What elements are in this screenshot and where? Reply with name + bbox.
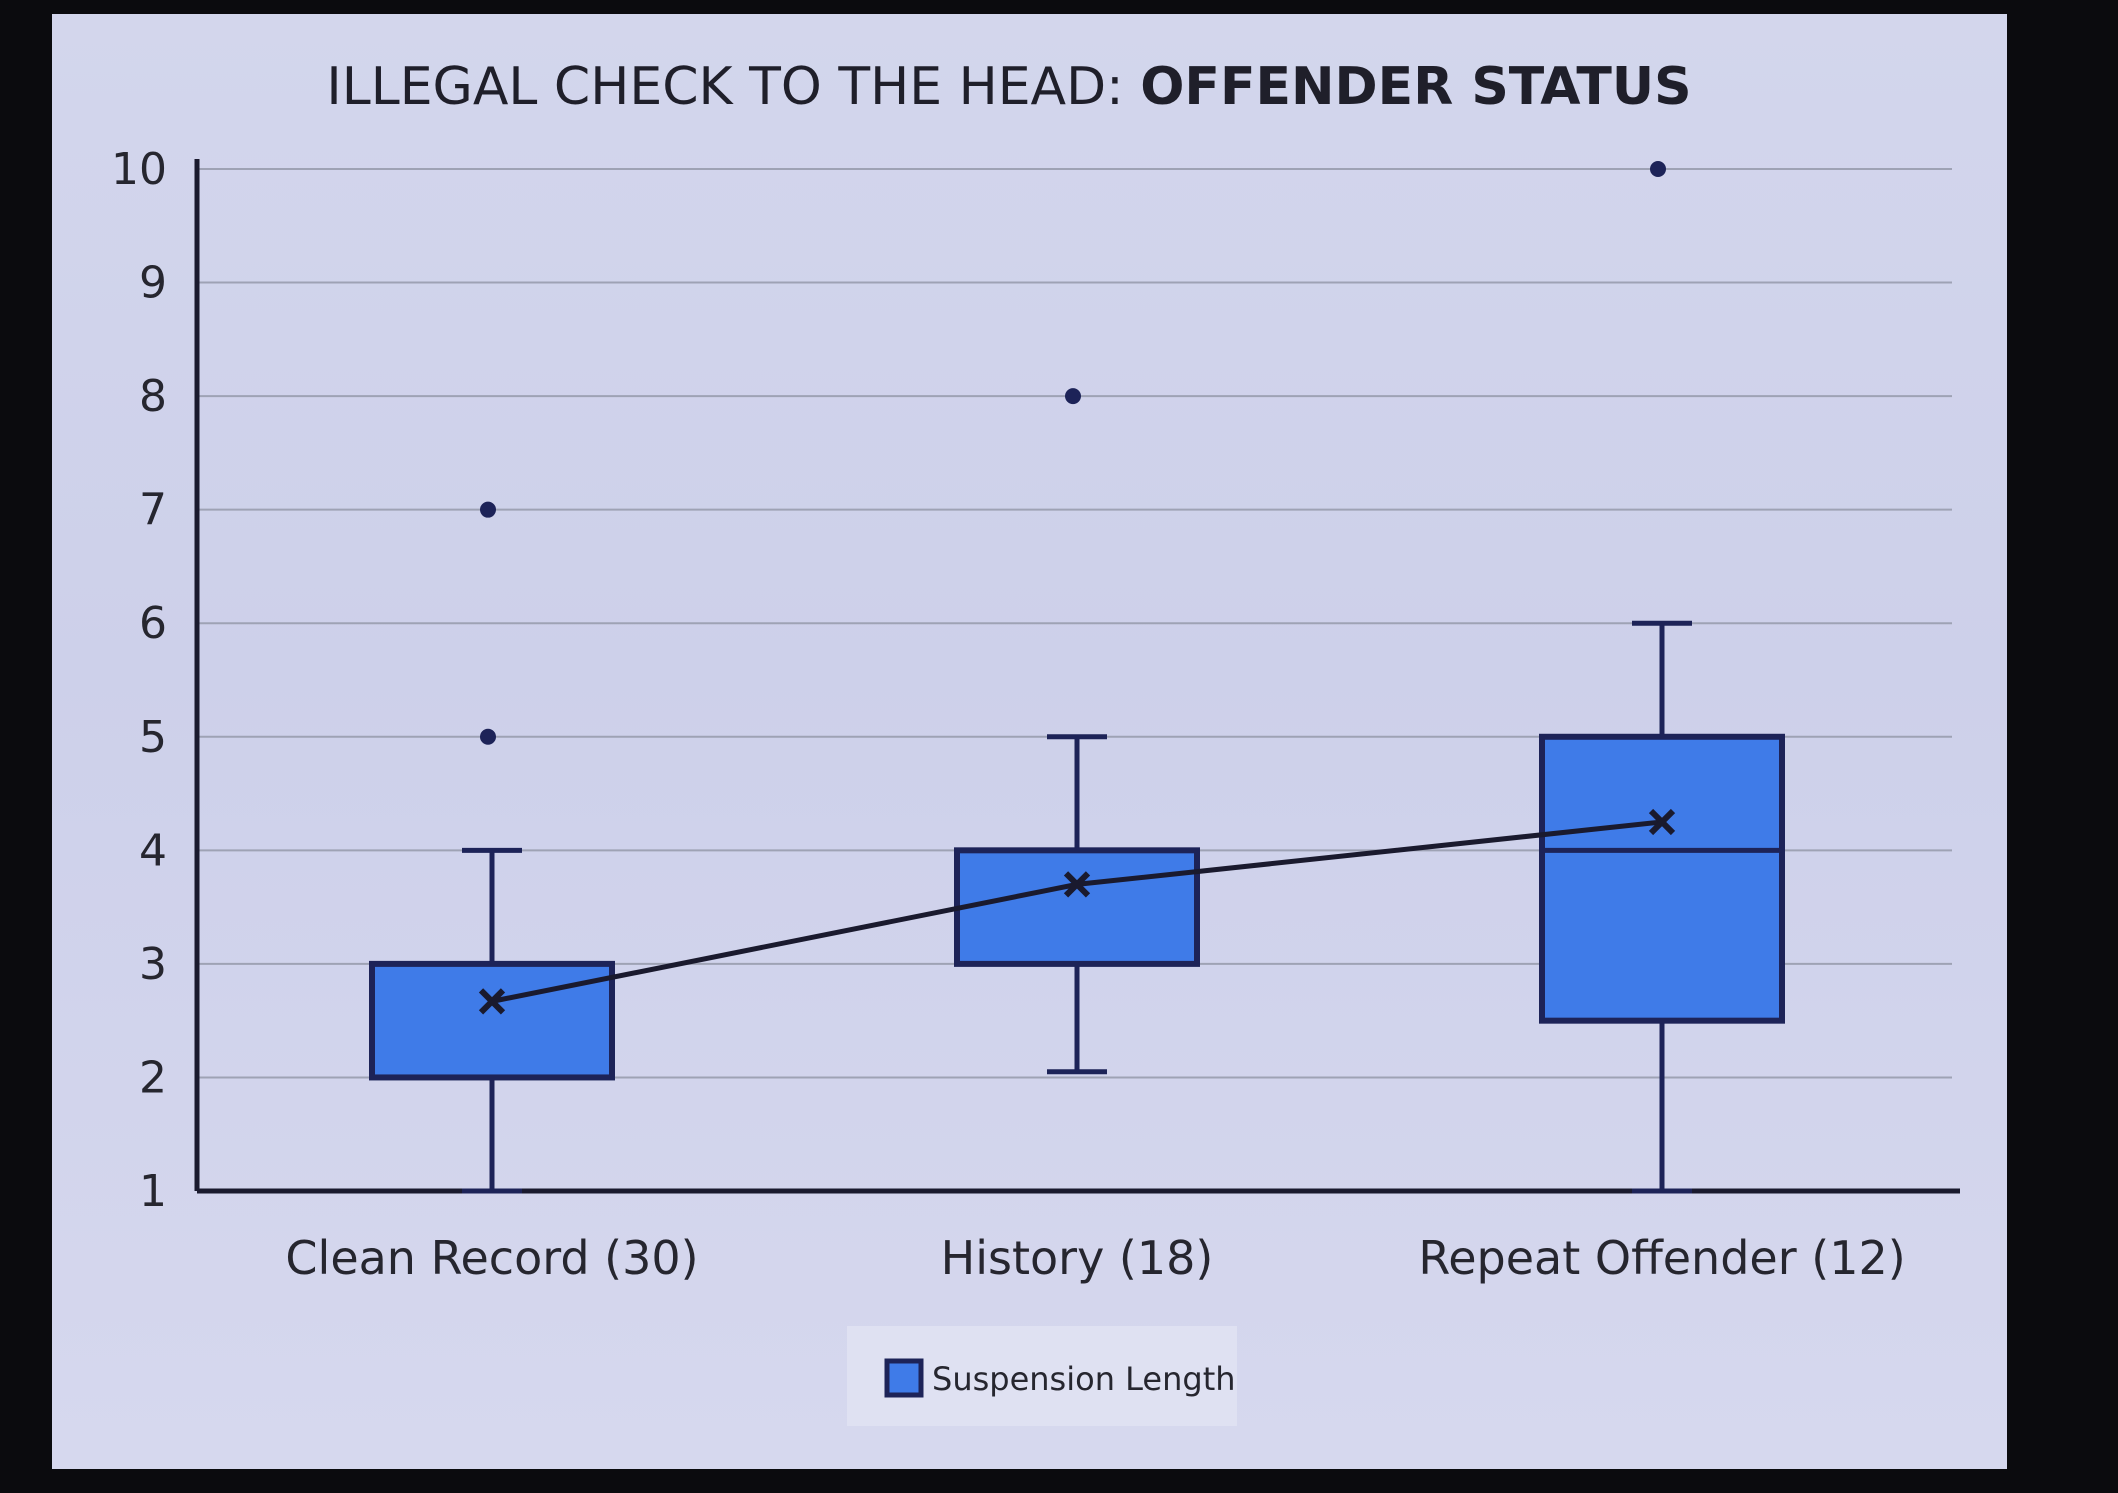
box bbox=[369, 960, 615, 1081]
y-tick-label: 7 bbox=[139, 485, 167, 536]
y-tick-label: 5 bbox=[139, 712, 167, 763]
legend: Suspension Length bbox=[847, 1326, 1237, 1426]
y-tick-label: 1 bbox=[139, 1166, 167, 1217]
chart-title: ILLEGAL CHECK TO THE HEAD: OFFENDER STAT… bbox=[326, 57, 1691, 117]
y-tick-label: 4 bbox=[139, 825, 167, 876]
outlier-point bbox=[1650, 161, 1666, 177]
mean-line-group bbox=[478, 808, 1676, 1015]
mean-marker bbox=[478, 988, 506, 1015]
legend-swatch bbox=[884, 1358, 924, 1398]
chart-title-bold: OFFENDER STATUS bbox=[1140, 57, 1691, 117]
y-tick-label: 10 bbox=[111, 144, 167, 195]
labels: 1 2 3 4 5 6 7 8 9 10 Clean Record (30) History (18)… bbox=[111, 144, 1906, 1285]
outlier-point bbox=[1065, 388, 1081, 405]
chart-slide: ILLEGAL CHECK TO THE HEAD: OFFENDER STAT… bbox=[52, 14, 2007, 1469]
outlier-point bbox=[480, 728, 496, 745]
category-label: Repeat Offender (12) bbox=[1418, 1231, 1905, 1285]
y-tick-label: 8 bbox=[139, 371, 167, 422]
y-tick-label: 2 bbox=[139, 1052, 167, 1103]
outlier-point bbox=[480, 501, 496, 518]
mean-marker bbox=[1063, 871, 1091, 898]
boxplot-chart: ILLEGAL CHECK TO THE HEAD: OFFENDER STAT… bbox=[111, 57, 1960, 1426]
mean-marker bbox=[1648, 808, 1676, 836]
mean-marker-stroke bbox=[1648, 808, 1676, 836]
y-tick-label: 9 bbox=[139, 258, 167, 309]
box-group bbox=[954, 388, 1200, 1075]
category-label: History (18) bbox=[941, 1231, 1214, 1285]
legend-label: Suspension Length bbox=[932, 1360, 1236, 1398]
boxes bbox=[369, 161, 1785, 1194]
chart-title-prefix: ILLEGAL CHECK TO THE HEAD: bbox=[326, 57, 1140, 117]
y-tick-label: 3 bbox=[139, 939, 167, 990]
mean-marker-stroke bbox=[478, 988, 506, 1015]
mean-marker-stroke bbox=[1063, 871, 1091, 898]
box bbox=[954, 847, 1200, 967]
box-group bbox=[369, 501, 615, 1194]
box bbox=[1539, 733, 1785, 1024]
category-label: Clean Record (30) bbox=[285, 1231, 698, 1285]
y-tick-label: 6 bbox=[139, 598, 167, 649]
box-group bbox=[1539, 161, 1785, 1194]
